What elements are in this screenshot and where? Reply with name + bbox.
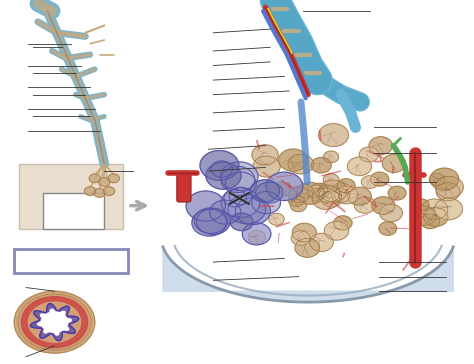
Circle shape — [311, 158, 331, 173]
Circle shape — [319, 180, 347, 202]
Circle shape — [290, 199, 307, 212]
Circle shape — [311, 183, 328, 196]
Circle shape — [430, 168, 459, 190]
Circle shape — [296, 185, 313, 198]
Circle shape — [382, 154, 406, 173]
Circle shape — [308, 185, 324, 198]
Circle shape — [411, 206, 436, 225]
Circle shape — [94, 189, 105, 197]
Polygon shape — [30, 304, 79, 341]
Circle shape — [388, 186, 406, 200]
Polygon shape — [163, 247, 453, 302]
Circle shape — [371, 172, 389, 186]
FancyBboxPatch shape — [177, 171, 191, 202]
Circle shape — [321, 191, 342, 207]
Circle shape — [89, 174, 100, 183]
Circle shape — [28, 302, 81, 342]
Bar — [43, 193, 104, 229]
Circle shape — [421, 199, 448, 219]
Circle shape — [14, 291, 95, 353]
Circle shape — [221, 188, 260, 217]
Circle shape — [347, 157, 372, 175]
Circle shape — [252, 191, 281, 214]
Circle shape — [252, 145, 278, 165]
Circle shape — [348, 187, 371, 205]
Circle shape — [436, 183, 460, 201]
Circle shape — [269, 213, 284, 225]
Circle shape — [230, 213, 253, 231]
Circle shape — [221, 166, 255, 193]
Circle shape — [206, 162, 241, 189]
Circle shape — [229, 187, 252, 205]
Circle shape — [335, 186, 358, 204]
Circle shape — [332, 189, 350, 203]
Circle shape — [380, 204, 402, 222]
Circle shape — [319, 124, 348, 146]
Circle shape — [288, 194, 304, 206]
Bar — [14, 249, 128, 273]
Circle shape — [319, 187, 342, 204]
Bar — [19, 164, 123, 229]
Circle shape — [295, 238, 319, 257]
Circle shape — [324, 221, 349, 240]
Circle shape — [255, 182, 283, 203]
Circle shape — [279, 149, 308, 171]
Circle shape — [248, 230, 265, 244]
Circle shape — [242, 223, 271, 245]
Circle shape — [413, 199, 429, 211]
Circle shape — [337, 179, 355, 193]
Circle shape — [361, 176, 378, 189]
Circle shape — [334, 216, 352, 230]
Circle shape — [288, 154, 313, 174]
Circle shape — [228, 195, 265, 224]
Circle shape — [192, 209, 227, 236]
Circle shape — [317, 185, 340, 202]
Circle shape — [323, 174, 339, 186]
Circle shape — [291, 231, 310, 245]
Circle shape — [103, 187, 115, 195]
Circle shape — [420, 214, 440, 229]
Circle shape — [225, 172, 256, 196]
Circle shape — [228, 183, 249, 200]
Circle shape — [354, 197, 376, 213]
Circle shape — [369, 137, 392, 155]
Circle shape — [21, 297, 88, 348]
Circle shape — [359, 147, 379, 162]
Circle shape — [200, 151, 239, 181]
Circle shape — [289, 186, 310, 202]
Circle shape — [99, 178, 110, 186]
Circle shape — [221, 162, 258, 190]
Circle shape — [424, 208, 448, 226]
Circle shape — [312, 189, 339, 209]
Circle shape — [379, 222, 397, 235]
Circle shape — [266, 172, 303, 201]
Circle shape — [108, 174, 119, 183]
Circle shape — [292, 223, 316, 242]
Circle shape — [41, 312, 68, 332]
Circle shape — [372, 197, 395, 214]
Circle shape — [436, 177, 463, 198]
Circle shape — [429, 173, 445, 185]
Circle shape — [196, 209, 230, 234]
Circle shape — [186, 191, 225, 221]
Circle shape — [224, 190, 246, 207]
Circle shape — [435, 198, 463, 220]
Circle shape — [271, 182, 291, 197]
Circle shape — [250, 180, 280, 202]
Circle shape — [296, 182, 324, 204]
Circle shape — [194, 208, 227, 233]
Circle shape — [253, 156, 280, 177]
Circle shape — [323, 151, 338, 163]
Circle shape — [84, 187, 96, 195]
Circle shape — [235, 198, 270, 225]
Circle shape — [18, 294, 91, 350]
Polygon shape — [37, 309, 72, 335]
Circle shape — [310, 233, 333, 252]
Circle shape — [211, 161, 232, 177]
Circle shape — [210, 200, 241, 224]
